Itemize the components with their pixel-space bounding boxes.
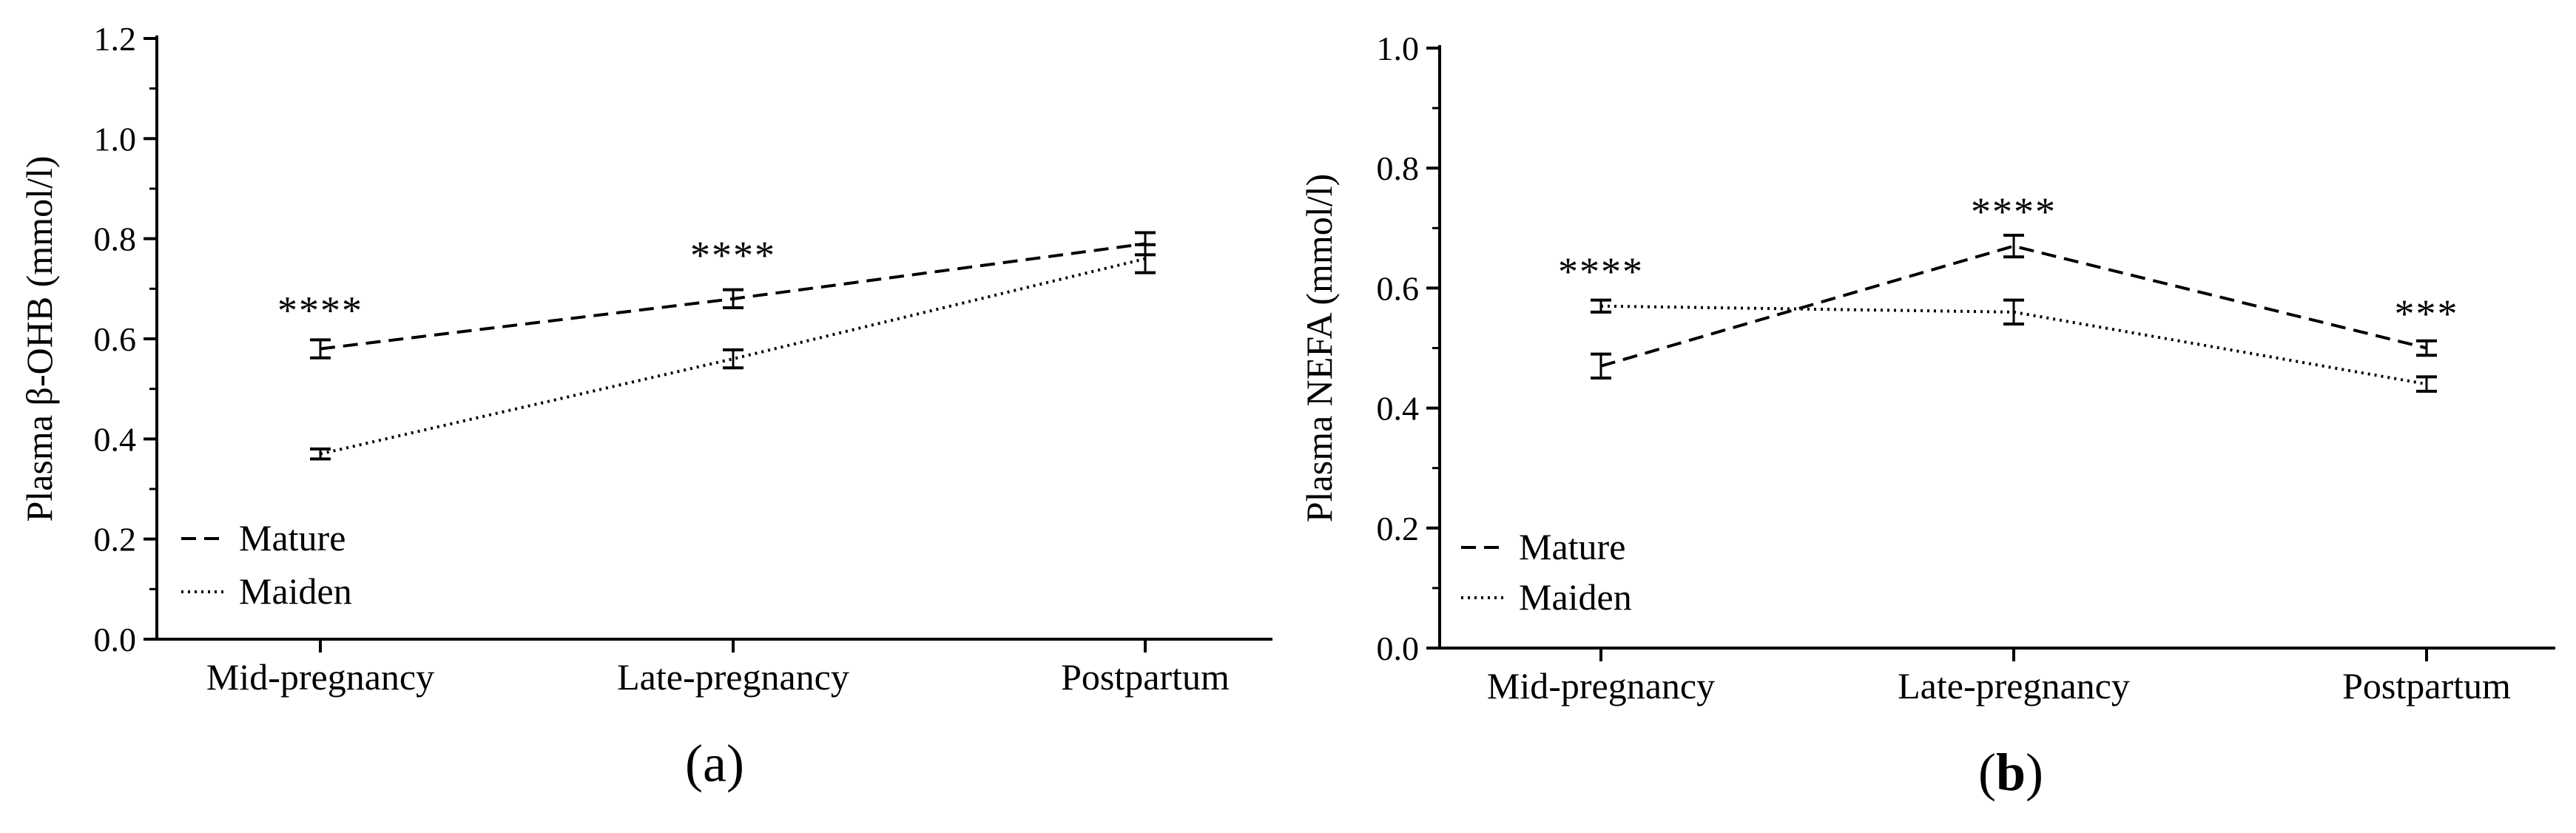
legend-label-mature: Mature — [239, 517, 345, 559]
series-line-maiden — [320, 257, 1146, 456]
y-tick-label: 0.0 — [1377, 630, 1420, 667]
panel-label-part: a — [703, 734, 726, 793]
panel-label-part: ( — [685, 734, 703, 793]
panel-label-part: ( — [1978, 743, 1996, 802]
y-tick-label: 0.2 — [1377, 510, 1420, 547]
x-tick-label-late-pregnancy: Late-pregnancy — [1898, 665, 2130, 706]
y-tick-label: 0.4 — [94, 420, 137, 458]
y-tick-label: 0.6 — [94, 320, 137, 358]
panel-b: 0.0 0.2 0.4 0.6 0.8 1.0 Mid-pregnancy Late-preg… — [1298, 30, 2555, 802]
y-tick-label: 0.0 — [94, 621, 137, 658]
y-tick-label: 1.2 — [94, 20, 137, 58]
series-line-mature — [1600, 244, 2427, 368]
panel-label-part: ) — [2026, 743, 2043, 802]
panel-label-part: ) — [726, 734, 744, 793]
y-tick-label: 1.0 — [94, 120, 137, 158]
significance-marker: **** — [1558, 249, 1644, 294]
panel-a: 0.0 0.2 0.4 0.6 0.8 1.0 1.2 Mid-pregnancy Late-p… — [18, 20, 1272, 793]
significance-marker: **** — [277, 288, 363, 332]
legend-label-maiden: Maiden — [239, 570, 352, 612]
y-tick-label: 0.8 — [1377, 149, 1420, 187]
y-axis-title: Plasma NEFA (mmol/l) — [1298, 174, 1340, 522]
x-tick-label-mid-pregnancy: Mid-pregnancy — [1487, 665, 1715, 706]
legend-label-mature: Mature — [1519, 526, 1625, 567]
y-tick-label: 0.8 — [94, 220, 137, 258]
y-tick-label: 0.4 — [1377, 390, 1420, 428]
significance-marker: **** — [1971, 189, 2057, 234]
legend-label-maiden: Maiden — [1519, 576, 1632, 618]
x-tick-label-late-pregnancy: Late-pregnancy — [617, 656, 849, 698]
panel-label: (a) — [685, 734, 744, 793]
x-tick-label-postpartum: Postpartum — [1061, 656, 1230, 698]
y-tick-label: 0.2 — [94, 521, 137, 559]
significance-marker: *** — [2395, 291, 2459, 336]
significance-marker: **** — [690, 233, 776, 277]
y-axis-title: Plasma β-OHB (mmol/l) — [18, 156, 60, 522]
y-tick-label: 0.6 — [1377, 269, 1420, 307]
panel-label: (b) — [1978, 743, 2043, 802]
y-tick-label: 1.0 — [1377, 30, 1420, 67]
panel-label-part: b — [1996, 743, 2026, 802]
x-tick-label-postpartum: Postpartum — [2342, 665, 2511, 706]
x-tick-label-mid-pregnancy: Mid-pregnancy — [206, 656, 434, 698]
